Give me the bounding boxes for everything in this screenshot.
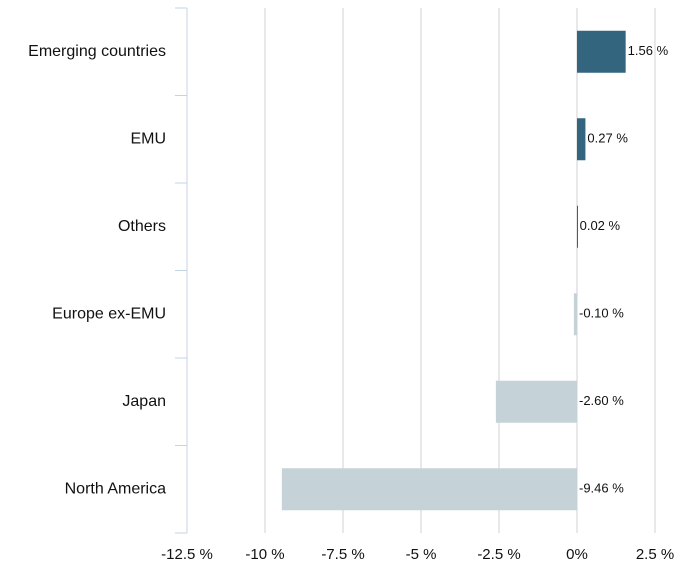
y-tick-label: EMU [130,130,166,147]
y-tick-label: Emerging countries [28,43,166,60]
x-tick-label: -5 % [406,546,437,563]
x-tick-label: -12.5 % [161,546,213,563]
bar [495,380,577,423]
value-label: -2.60 % [579,393,624,408]
bar [281,468,577,511]
bar [577,30,626,73]
x-tick-label: -7.5 % [321,546,364,563]
value-label: -0.10 % [579,306,624,321]
bar [577,118,586,161]
x-tick-label: 2.5 % [636,546,674,563]
value-label: 1.56 % [628,43,669,58]
y-tick-label: Others [118,218,166,235]
y-tick-label: Europe ex-EMU [52,305,166,322]
value-label: 0.27 % [587,131,628,146]
bar [577,205,578,248]
x-tick-label: -10 % [245,546,284,563]
y-tick-label: North America [65,480,166,497]
value-label: -9.46 % [579,481,624,496]
x-tick-label: -2.5 % [477,546,520,563]
bar [573,293,577,336]
x-tick-label: 0% [566,546,588,563]
y-tick-label: Japan [122,393,166,410]
value-label: 0.02 % [580,218,621,233]
